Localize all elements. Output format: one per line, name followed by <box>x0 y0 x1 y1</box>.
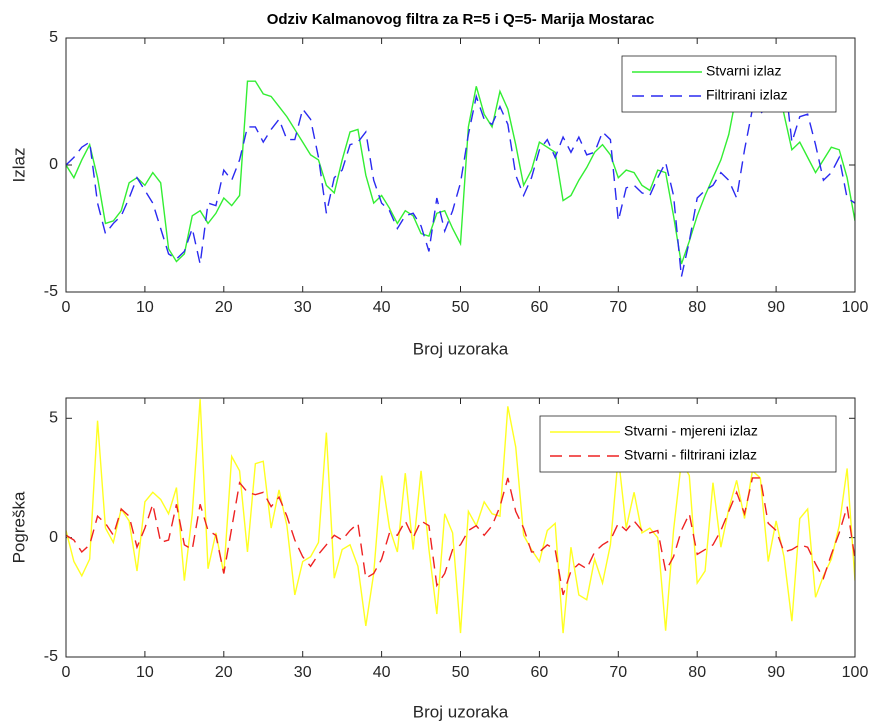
y-tick-label: 5 <box>49 29 58 46</box>
x-tick-label: 0 <box>62 664 71 681</box>
x-tick-label: 90 <box>767 299 785 316</box>
legend-label: Stvarni - filtrirani izlaz <box>624 447 757 463</box>
x-tick-label: 40 <box>373 664 391 681</box>
x-tick-label: 10 <box>136 664 154 681</box>
x-tick-label: 80 <box>688 664 706 681</box>
axes-box <box>65 37 856 293</box>
chart-title: Odziv Kalmanovog filtra za R=5 i Q=5- Ma… <box>267 11 655 28</box>
x-tick-label: 80 <box>688 299 706 316</box>
x-tick-label: 20 <box>215 299 233 316</box>
x-tick-label: 100 <box>842 299 869 316</box>
x-tick-label: 30 <box>294 664 312 681</box>
x-tick-label: 20 <box>215 664 233 681</box>
x-tick-label: 50 <box>452 299 470 316</box>
legend-label: Stvarni - mjereni izlaz <box>624 423 758 439</box>
legend-label: Filtrirani izlaz <box>706 87 788 103</box>
y-tick-label: 0 <box>49 156 58 173</box>
y-tick-label: 0 <box>49 529 58 546</box>
x-tick-label: 30 <box>294 299 312 316</box>
data-line <box>66 477 855 596</box>
x-tick-label: 50 <box>452 664 470 681</box>
x-tick-label: 90 <box>767 664 785 681</box>
x-axis-label: Broj uzoraka <box>413 702 509 721</box>
x-axis-label: Broj uzoraka <box>413 339 509 358</box>
data-line <box>66 71 855 265</box>
data-line <box>66 70 855 277</box>
data-line <box>66 399 855 634</box>
x-tick-label: 100 <box>842 664 869 681</box>
legend-box <box>621 55 837 113</box>
x-tick-label: 40 <box>373 299 391 316</box>
x-tick-label: 10 <box>136 299 154 316</box>
y-tick-label: 5 <box>49 410 58 427</box>
y-axis-label: Pogreška <box>9 491 28 563</box>
y-tick-label: -5 <box>44 648 58 665</box>
x-tick-label: 60 <box>531 664 549 681</box>
x-tick-label: 60 <box>531 299 549 316</box>
legend-box <box>539 415 837 473</box>
legend-label: Stvarni izlaz <box>706 63 781 79</box>
x-tick-label: 70 <box>609 299 627 316</box>
y-axis-label: Izlaz <box>9 148 28 183</box>
axes-box <box>65 397 856 658</box>
x-tick-label: 70 <box>609 664 627 681</box>
y-tick-label: -5 <box>44 283 58 300</box>
x-tick-label: 0 <box>62 299 71 316</box>
